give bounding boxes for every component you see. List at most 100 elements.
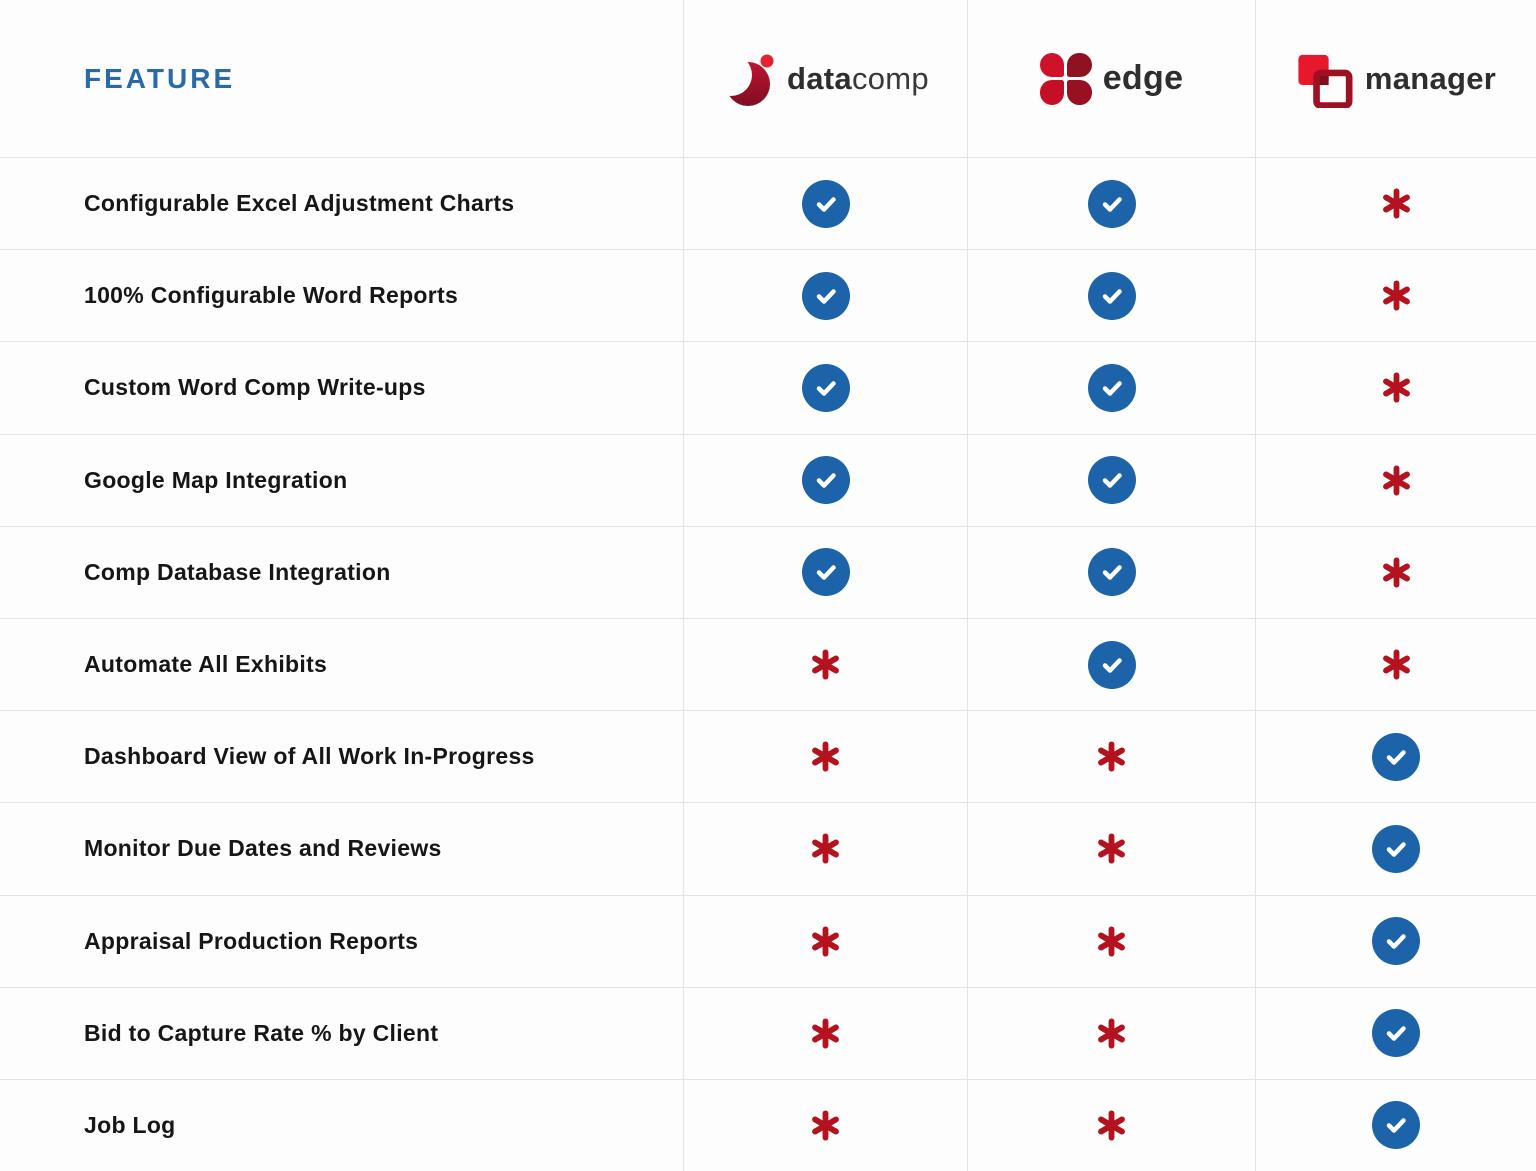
feature-label: Bid to Capture Rate % by Client bbox=[84, 1019, 439, 1046]
asterisk-icon bbox=[809, 648, 842, 681]
feature-name-cell: Automate All Exhibits bbox=[0, 619, 683, 710]
edge-cell bbox=[967, 895, 1255, 987]
manager-cell bbox=[1255, 434, 1536, 526]
asterisk-icon bbox=[1095, 832, 1128, 865]
feature-label: Job Log bbox=[84, 1111, 176, 1138]
check-icon bbox=[801, 179, 850, 228]
table-body: Configurable Excel Adjustment Charts bbox=[0, 157, 1536, 1171]
datacomp-cell bbox=[683, 526, 967, 618]
check-icon bbox=[801, 271, 850, 320]
asterisk-icon bbox=[1380, 648, 1413, 681]
table-row: Bid to Capture Rate % by Client bbox=[0, 986, 1536, 1079]
table-row: Dashboard View of All Work In-Progress bbox=[0, 710, 1536, 803]
check-icon bbox=[1087, 548, 1136, 597]
check-icon bbox=[1372, 1101, 1420, 1150]
check-icon bbox=[1087, 179, 1136, 228]
feature-header-cell: FEATURE bbox=[0, 0, 683, 157]
edge-petal-bottom-left bbox=[1039, 80, 1065, 105]
asterisk-icon bbox=[1380, 279, 1413, 312]
manager-cell bbox=[1255, 158, 1536, 250]
manager-cell bbox=[1255, 526, 1536, 618]
table-header-row: FEATURE bbox=[0, 0, 1536, 157]
feature-name-cell: Monitor Due Dates and Reviews bbox=[0, 803, 683, 894]
feature-name-cell: Google Map Integration bbox=[0, 435, 683, 526]
edge-header-cell: edge bbox=[967, 0, 1255, 157]
asterisk-icon bbox=[1380, 556, 1413, 589]
feature-name-cell: Custom Word Comp Write-ups bbox=[0, 342, 683, 433]
datacomp-cell bbox=[683, 1079, 967, 1171]
table-row: Automate All Exhibits bbox=[0, 617, 1536, 711]
feature-label: Google Map Integration bbox=[84, 466, 348, 493]
datacomp-cell bbox=[683, 803, 967, 895]
check-icon bbox=[801, 456, 850, 505]
check-icon bbox=[1372, 824, 1420, 873]
asterisk-icon bbox=[1380, 464, 1413, 497]
edge-cell bbox=[967, 342, 1255, 434]
feature-label: Custom Word Comp Write-ups bbox=[84, 374, 426, 401]
manager-cell bbox=[1255, 1079, 1536, 1171]
datacomp-text-light: comp bbox=[851, 60, 929, 96]
edge-cell bbox=[967, 434, 1255, 526]
feature-name-cell: Comp Database Integration bbox=[0, 527, 683, 618]
manager-cell bbox=[1255, 342, 1536, 434]
asterisk-icon bbox=[809, 925, 842, 958]
manager-cell bbox=[1255, 711, 1536, 803]
edge-cell bbox=[967, 526, 1255, 618]
manager-header-cell: manager bbox=[1255, 0, 1536, 157]
table-row: Appraisal Production Reports bbox=[0, 894, 1536, 987]
feature-label: Configurable Excel Adjustment Charts bbox=[84, 190, 515, 217]
datacomp-text-bold: data bbox=[787, 60, 852, 96]
edge-petal-top-left bbox=[1039, 52, 1065, 77]
asterisk-icon bbox=[809, 740, 842, 773]
datacomp-cell bbox=[683, 158, 967, 250]
asterisk-icon bbox=[1095, 740, 1128, 773]
table-row: Configurable Excel Adjustment Charts bbox=[0, 157, 1536, 250]
datacomp-logo-text: datacomp bbox=[787, 61, 929, 97]
feature-name-cell: Job Log bbox=[0, 1080, 683, 1171]
table-row: Custom Word Comp Write-ups bbox=[0, 341, 1536, 434]
feature-name-cell: 100% Configurable Word Reports bbox=[0, 250, 683, 341]
check-icon bbox=[801, 548, 850, 597]
feature-label: Automate All Exhibits bbox=[84, 651, 328, 678]
manager-cell bbox=[1255, 803, 1536, 895]
feature-label: Dashboard View of All Work In-Progress bbox=[84, 743, 535, 770]
datacomp-header-cell: datacomp bbox=[683, 0, 967, 157]
edge-cell bbox=[967, 803, 1255, 895]
asterisk-icon bbox=[809, 1017, 842, 1050]
datacomp-cell bbox=[683, 342, 967, 434]
check-icon bbox=[801, 363, 850, 412]
datacomp-cell bbox=[683, 434, 967, 526]
asterisk-icon bbox=[1095, 925, 1128, 958]
edge-petal-top-right bbox=[1067, 52, 1092, 77]
asterisk-icon bbox=[809, 1109, 842, 1142]
edge-cell bbox=[967, 618, 1255, 711]
manager-cell bbox=[1255, 895, 1536, 987]
datacomp-cell bbox=[683, 987, 967, 1079]
check-icon bbox=[1087, 271, 1136, 320]
manager-logo-icon bbox=[1296, 50, 1354, 109]
check-icon bbox=[1087, 363, 1136, 412]
manager-cell bbox=[1255, 250, 1536, 342]
table-row: Comp Database Integration bbox=[0, 525, 1536, 618]
feature-heading: FEATURE bbox=[84, 62, 236, 94]
edge-cell bbox=[967, 250, 1255, 342]
feature-label: Comp Database Integration bbox=[84, 558, 391, 585]
feature-name-cell: Configurable Excel Adjustment Charts bbox=[0, 158, 683, 249]
feature-name-cell: Dashboard View of All Work In-Progress bbox=[0, 711, 683, 802]
table-row: Job Log bbox=[0, 1078, 1536, 1171]
asterisk-icon bbox=[1380, 371, 1413, 404]
datacomp-cell bbox=[683, 711, 967, 803]
asterisk-icon bbox=[1095, 1017, 1128, 1050]
feature-label: Appraisal Production Reports bbox=[84, 927, 419, 954]
table-row: 100% Configurable Word Reports bbox=[0, 249, 1536, 342]
edge-cell bbox=[967, 711, 1255, 803]
manager-logo-text: manager bbox=[1364, 60, 1497, 96]
asterisk-icon bbox=[1095, 1109, 1128, 1142]
asterisk-icon bbox=[1380, 187, 1413, 220]
feature-label: Monitor Due Dates and Reviews bbox=[84, 835, 442, 862]
manager-cell bbox=[1255, 618, 1536, 711]
edge-logo-text: edge bbox=[1102, 59, 1184, 97]
datacomp-logo-icon bbox=[710, 50, 776, 108]
